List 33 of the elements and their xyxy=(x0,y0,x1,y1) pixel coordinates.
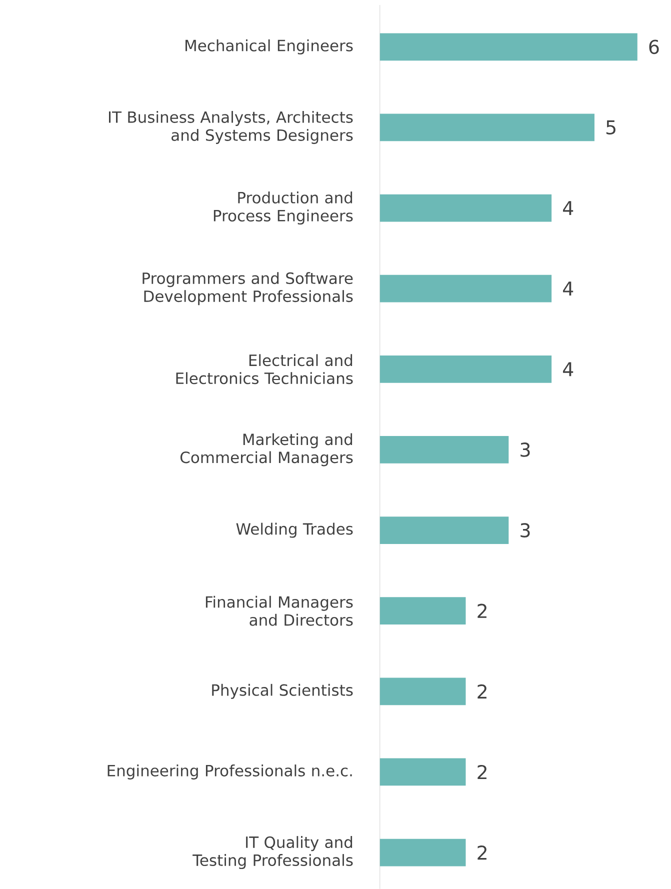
y-tick-label: Production and Process Engineers xyxy=(214,192,353,225)
bar xyxy=(380,194,552,222)
bar xyxy=(380,838,466,866)
y-tick-label: Welding Trades xyxy=(236,522,353,538)
y-tick-label: Engineering Professionals n.e.c. xyxy=(108,764,352,780)
y-tick-label: IT Business Analysts, Architects and Systems Designers xyxy=(109,110,353,144)
y-tick-label: Mechanical Engineers xyxy=(186,39,353,54)
y-tick-label: Physical Scientists xyxy=(212,684,353,699)
bar xyxy=(380,516,509,544)
y-tick-label: Marketing and Commercial Managers xyxy=(180,433,353,466)
bar xyxy=(380,33,638,61)
data-label: 2 xyxy=(478,764,487,780)
data-label: 2 xyxy=(478,846,487,860)
bar xyxy=(380,114,595,142)
bar xyxy=(380,597,466,625)
bar xyxy=(380,758,466,786)
bar xyxy=(380,678,466,706)
data-label: 3 xyxy=(520,523,530,538)
y-tick-label: Programmers and Software Development Professionals xyxy=(142,272,353,306)
data-label: 4 xyxy=(563,201,574,215)
bar xyxy=(380,274,552,302)
data-label: 4 xyxy=(563,282,574,296)
y-tick-label: Financial Managers and Directors xyxy=(206,596,353,626)
data-label: 6 xyxy=(649,40,659,54)
data-label: 5 xyxy=(606,120,616,135)
data-label: 3 xyxy=(520,442,530,457)
y-tick-label: IT Quality and Testing Professionals xyxy=(192,836,353,870)
bar xyxy=(380,436,509,464)
data-label: 2 xyxy=(478,684,487,698)
data-label: 4 xyxy=(563,362,574,376)
bar xyxy=(380,355,552,383)
data-label: 2 xyxy=(478,604,487,618)
y-tick-label: Electrical and Electronics Technicians xyxy=(176,354,353,384)
